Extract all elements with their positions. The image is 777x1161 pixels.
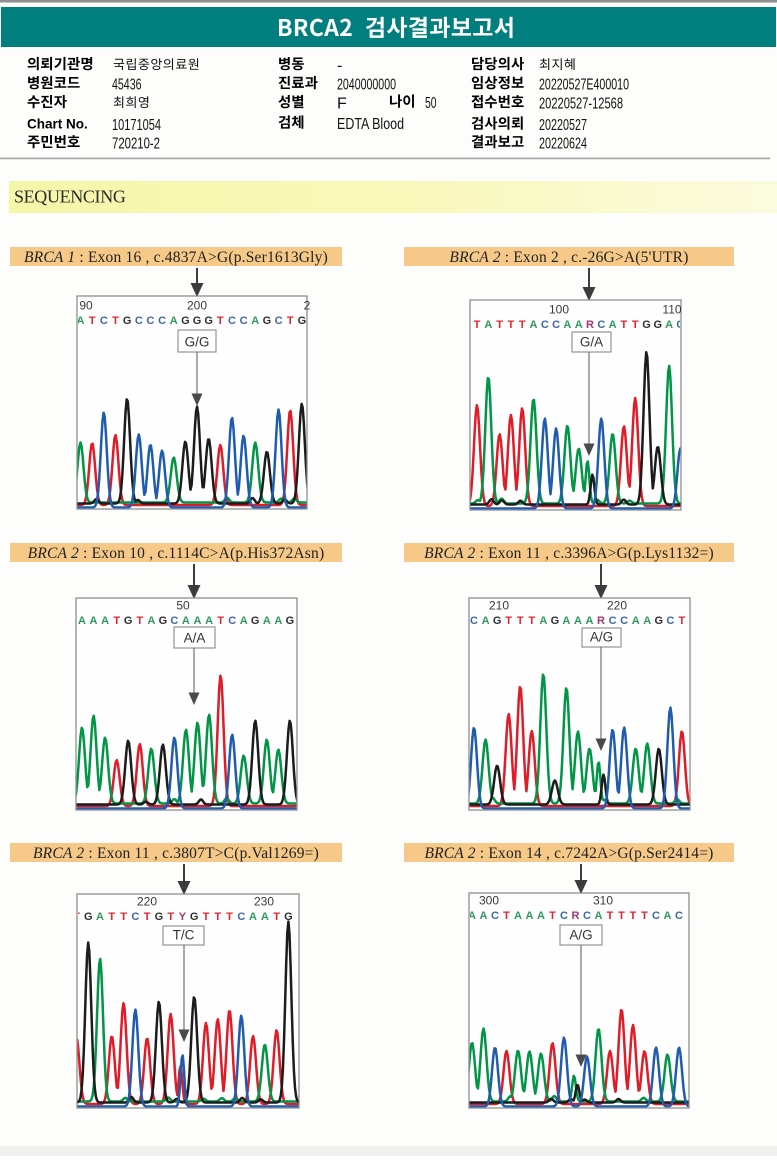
svg-text:A/G: A/G [590,630,613,645]
svg-text:90: 90 [79,299,93,313]
svg-text:230: 230 [254,895,274,909]
svg-text:300: 300 [479,894,499,908]
svg-text:SEQUENCING: SEQUENCING [14,187,126,207]
svg-text:BRCA 2 : Exon 2 , c.-26G>A(5'U: BRCA 2 : Exon 2 , c.-26G>A(5'UTR) [449,249,688,266]
svg-text:220: 220 [137,895,157,909]
svg-text:720210-2: 720210-2 [112,136,160,153]
svg-text:200: 200 [187,299,207,313]
svg-text:T/C: T/C [173,928,195,943]
svg-text:20220624: 20220624 [539,136,587,153]
svg-text:2040000000: 2040000000 [337,77,396,94]
svg-text:-: - [337,58,342,75]
svg-text:20220527-12568: 20220527-12568 [539,96,623,113]
svg-text:BRCA 2 : Exon 11 , c.3807T>C(p: BRCA 2 : Exon 11 , c.3807T>C(p.Val1269=) [33,845,319,862]
svg-text:BRCA 2 : Exon 10 , c.1114C>A(p: BRCA 2 : Exon 10 , c.1114C>A(p.His372Asn… [28,545,325,562]
svg-text:TATTTACCAARCATTGGAC: TATTTACCAARCATTGGAC [474,319,685,331]
svg-text:BRCA 2 : Exon 11 , c.3396A>G(p: BRCA 2 : Exon 11 , c.3396A>G(p.Lys1132=) [424,545,714,562]
svg-text:110: 110 [662,303,681,317]
svg-text:100: 100 [549,303,569,317]
svg-text:45436: 45436 [112,77,142,94]
svg-text:BRCA 1 : Exon 16 , c.4837A>G(p: BRCA 1 : Exon 16 , c.4837A>G(p.Ser1613Gl… [24,249,328,266]
svg-text:20220527: 20220527 [539,117,587,134]
svg-text:2: 2 [304,299,311,313]
svg-text:A/G: A/G [569,928,592,943]
svg-text:G/A: G/A [580,335,603,350]
svg-text:210: 210 [489,599,509,613]
svg-text:A/A: A/A [184,631,206,646]
svg-text:G/G: G/G [185,335,210,350]
svg-text:50: 50 [176,599,190,613]
svg-text:220: 220 [607,599,627,613]
svg-text:20220527E400010: 20220527E400010 [539,77,629,94]
svg-text:TGATTCTGTYGTTTCAATG: TGATTCTGTYGTTTCAATG [73,911,293,923]
svg-text:310: 310 [593,894,613,908]
svg-text:BRCA 2 : Exon 14 , c.7242A>G(p: BRCA 2 : Exon 14 , c.7242A>G(p.Ser2414=) [424,845,713,862]
svg-text:Chart No.: Chart No. [27,117,88,132]
svg-text:50: 50 [425,95,437,112]
svg-text:EDTA Blood: EDTA Blood [337,116,404,133]
svg-text:F: F [337,96,347,113]
svg-text:10171054: 10171054 [112,117,161,134]
